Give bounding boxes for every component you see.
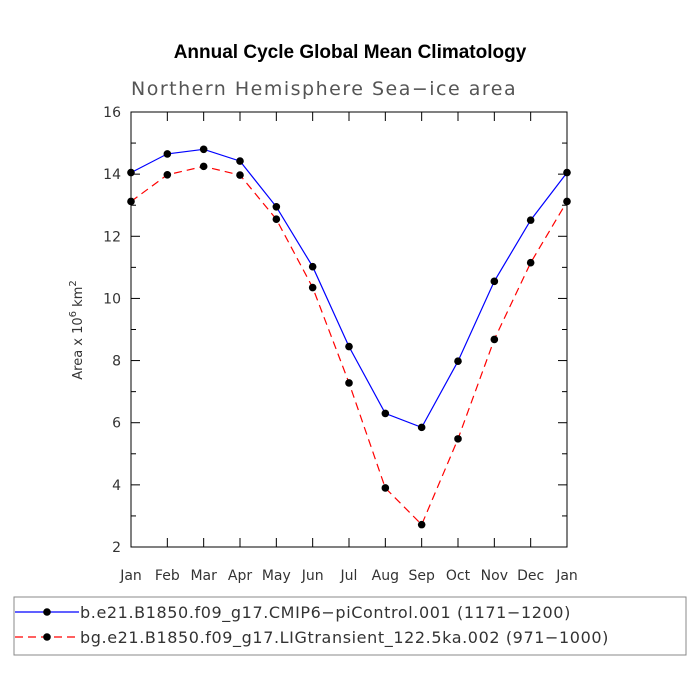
legend-label-2: bg.e21.B1850.f09_g17.LIGtransient_122.5k…: [80, 628, 609, 648]
series-1-point: [490, 277, 499, 286]
y-tick-label: 8: [112, 354, 121, 370]
legend: b.e21.B1850.f09_g17.CMIP6−piControl.001 …: [13, 596, 687, 656]
plot-frame: [130, 111, 568, 548]
x-tick-label: Sep: [408, 568, 435, 584]
series-2-point: [199, 162, 208, 171]
y-tick-label: 10: [103, 291, 121, 307]
y-tick-label: 6: [112, 416, 121, 432]
series-1-point: [199, 145, 208, 154]
x-tick-label: Jun: [301, 568, 324, 584]
y-tick-label: 2: [112, 540, 121, 556]
series-2-point: [127, 197, 135, 206]
series-2-point: [490, 335, 499, 344]
series-1-point: [381, 409, 390, 418]
y-axis: 2 4 6 8 10 12 14 16: [103, 105, 567, 556]
legend-marker-1: [43, 608, 51, 616]
series-2-point: [345, 379, 353, 387]
y-axis-label-exp2: 2: [68, 280, 79, 286]
x-tick-label: Aug: [372, 568, 399, 584]
x-tick-label: May: [262, 568, 291, 584]
y-tick-label: 16: [103, 105, 121, 121]
y-tick-label: 12: [103, 229, 121, 245]
legend-marker-2: [43, 633, 51, 641]
legend-box: [13, 596, 687, 656]
series-2-point: [417, 520, 426, 529]
series-1-point: [526, 216, 535, 224]
series-1-point: [163, 150, 172, 158]
series-2-point: [381, 484, 390, 492]
y-axis-label-unit: km: [71, 287, 86, 311]
series-2-point: [526, 258, 535, 267]
y-axis-label-text: Area x 10: [71, 317, 86, 379]
y-axis-label: Area x 106 km2: [68, 280, 86, 380]
x-tick-label: Feb: [155, 568, 180, 584]
series-2-point: [163, 170, 172, 179]
series-1-point: [454, 357, 462, 365]
y-axis-label-exp1: 6: [68, 311, 79, 317]
series-2-point: [236, 171, 244, 179]
y-tick-label: 14: [103, 167, 121, 183]
x-axis: Jan Feb Mar Apr May Jun Jul Aug Sep Oct Nov Dec Jan: [119, 112, 578, 584]
series-2-point: [563, 197, 571, 206]
series-2-point: [272, 215, 281, 223]
x-tick-label: Dec: [517, 568, 544, 584]
x-tick-label: Jul: [340, 568, 358, 584]
legend-label-1: b.e21.B1850.f09_g17.CMIP6−piControl.001 …: [80, 603, 571, 623]
series-1-point: [127, 168, 135, 177]
x-tick-label: Apr: [228, 568, 252, 584]
series-1-point: [345, 342, 353, 351]
series-layer: [127, 145, 571, 529]
x-tick-label: Mar: [190, 568, 217, 584]
chart-title: Annual Cycle Global Mean Climatology: [174, 42, 527, 63]
series-2-point: [454, 435, 462, 443]
x-tick-label: Jan: [119, 568, 142, 584]
series-1-point: [417, 423, 426, 432]
series-1-point: [563, 168, 571, 177]
y-tick-label: 4: [112, 478, 121, 494]
x-tick-label: Nov: [481, 568, 508, 584]
x-tick-label: Jan: [555, 568, 578, 584]
series-1-point: [236, 157, 244, 165]
x-tick-label: Oct: [446, 568, 471, 584]
series-2-point: [308, 283, 317, 292]
chart-subtitle: Northern Hemisphere Sea−ice area: [131, 78, 517, 100]
plot-area: [130, 111, 568, 548]
series-1-point: [308, 262, 317, 271]
series-1-point: [272, 202, 281, 211]
